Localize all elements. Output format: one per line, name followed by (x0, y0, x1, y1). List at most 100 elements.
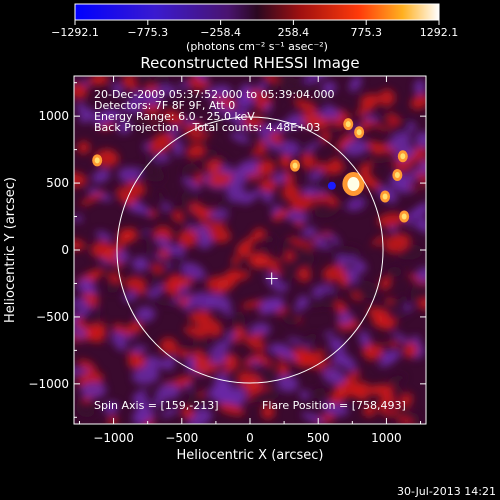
y-tick-label: −1000 (28, 377, 69, 391)
heatmap-blob (258, 297, 284, 313)
heatmap-blob (207, 172, 233, 187)
heatmap-blob (299, 389, 310, 401)
spin-axis-crosshair (265, 272, 278, 285)
heatmap-blob (156, 289, 176, 306)
heatmap-blob (205, 85, 233, 101)
hotspot-core (292, 162, 298, 169)
heatmap-blob (411, 202, 426, 218)
heatmap-blob (300, 153, 316, 170)
heatmap-blob (150, 405, 160, 414)
heatmap-blob (263, 103, 273, 113)
heatmap-blob (231, 118, 252, 131)
heatmap-blob (186, 143, 206, 159)
heatmap-blob (74, 297, 88, 309)
heatmap-blob (282, 210, 310, 223)
x-tick-label: 500 (307, 431, 330, 445)
heatmap-blob (157, 383, 181, 400)
info-line-detectors: Detectors: 7F 8F 9F, Att 0 (94, 99, 235, 112)
heatmap-blob (377, 212, 405, 228)
heatmap-blob (149, 132, 174, 154)
heatmap-blob (95, 230, 113, 242)
colorbar-gradient (75, 4, 439, 20)
heatmap-blob (74, 239, 86, 251)
heatmap-blob (259, 117, 280, 128)
heatmap-blob (132, 409, 147, 424)
heatmap-blob (330, 157, 344, 173)
heatmap-blob (410, 94, 426, 110)
heatmap-blob (329, 388, 348, 405)
heatmap-blob (75, 102, 87, 113)
heatmap-blob (362, 405, 377, 417)
heatmap-blob (212, 95, 222, 102)
heatmap-blob (159, 337, 178, 355)
hotspot-core (400, 153, 406, 160)
heatmap-blob (91, 169, 111, 184)
heatmap-blob (205, 293, 232, 311)
heatmap-blob (230, 132, 250, 144)
heatmap-blob (180, 210, 203, 228)
heatmap-blob (80, 191, 105, 206)
heatmap-blob (135, 306, 156, 322)
heatmap-blob (206, 276, 231, 294)
heatmap-blob (174, 349, 192, 358)
heatmap-blob (114, 249, 130, 264)
heatmap-blob (410, 178, 426, 190)
heatmap-blob (107, 272, 123, 283)
x-tick-label: −1000 (93, 431, 134, 445)
heatmap-blob (163, 110, 186, 126)
heatmap-blob (261, 348, 283, 366)
heatmap-blob (231, 312, 246, 328)
heatmap-blob (248, 390, 269, 403)
heatmap-blob (151, 273, 164, 282)
heatmap-blob (161, 407, 179, 418)
heatmap-blob (307, 298, 320, 309)
heatmap-blob (259, 178, 278, 192)
heatmap-blob (366, 140, 385, 153)
heatmap-blob (254, 363, 274, 382)
heatmap-blob (132, 201, 154, 218)
colorbar-tick-label: −258.4 (200, 26, 241, 39)
heatmap-blob (222, 362, 240, 373)
heatmap-blob (410, 167, 426, 175)
heatmap-blob (156, 190, 166, 199)
heatmap-blob (139, 90, 163, 106)
heatmap-blob (386, 113, 400, 124)
heatmap-blob (281, 308, 300, 326)
heatmap-blob (123, 291, 138, 302)
heatmap-blob (384, 233, 411, 253)
flare-core (347, 177, 360, 192)
heatmap-blob (348, 76, 362, 92)
hotspot-core (94, 157, 100, 164)
heatmap-blob (131, 366, 160, 385)
heatmap-blob (182, 262, 206, 280)
heatmap-blob (181, 163, 200, 181)
hotspot-core (356, 129, 362, 136)
heatmap-blob (265, 235, 275, 244)
heatmap-blob (128, 359, 143, 369)
negative-spot (327, 181, 336, 190)
heatmap-blob (172, 138, 183, 157)
heatmap-blob (213, 370, 229, 384)
colorbar-tick-label: 1292.1 (420, 26, 459, 39)
colorbar-tick-label: −1292.1 (51, 26, 99, 39)
heatmap-blob (154, 84, 178, 95)
heatmap-blob (130, 345, 148, 354)
heatmap-blob (180, 192, 199, 205)
heatmap-blob (387, 132, 412, 151)
heatmap-blob (80, 381, 107, 399)
heatmap-blob (77, 277, 95, 294)
heatmap-blob (211, 101, 223, 113)
heatmap-blob (218, 403, 245, 416)
heatmap-blob (106, 281, 119, 294)
heatmap-blob (131, 256, 149, 272)
info-line-energy: Energy Range: 6.0 - 25.0 keV (94, 110, 255, 123)
heatmap-blob (346, 198, 365, 211)
heatmap-blob (273, 346, 298, 362)
heatmap-blob (81, 315, 93, 328)
heatmap-blob (253, 254, 271, 268)
heatmap-blob (282, 183, 300, 202)
heatmap-blob (396, 415, 414, 424)
heatmap-blob (237, 371, 263, 392)
heatmap-blob (390, 386, 404, 401)
